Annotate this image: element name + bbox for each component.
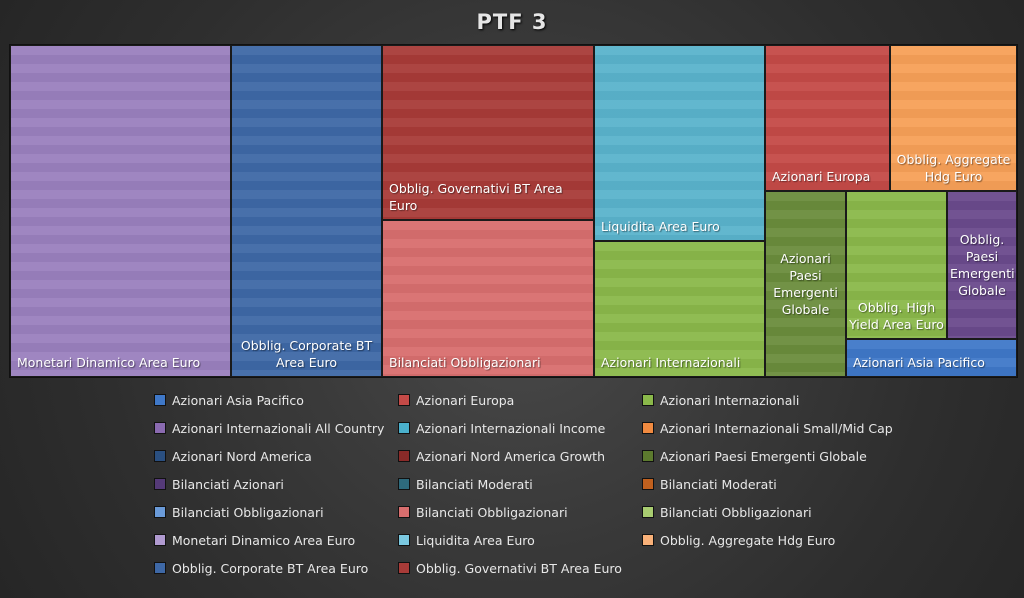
legend-label: Azionari Asia Pacifico	[172, 392, 304, 408]
legend-label: Bilanciati Azionari	[172, 476, 284, 492]
legend-swatch	[154, 534, 166, 546]
legend-swatch	[154, 506, 166, 518]
chart-title: PTF 3	[476, 10, 548, 34]
treemap-tile: Azionari Europa	[765, 45, 890, 191]
legend-swatch	[398, 562, 410, 574]
legend-swatch	[154, 562, 166, 574]
legend-item: Azionari Europa	[398, 392, 514, 408]
treemap-tile: Obblig. Corporate BT Area Euro	[231, 45, 382, 377]
legend-item: Azionari Nord America Growth	[398, 448, 605, 464]
legend-item: Azionari Internazionali All Country	[154, 420, 384, 436]
legend-swatch	[642, 506, 654, 518]
legend-item: Azionari Internazionali Income	[398, 420, 605, 436]
treemap-tile: Obblig. Governativi BT Area Euro	[382, 45, 594, 220]
legend-item: Azionari Nord America	[154, 448, 312, 464]
treemap-tile: Azionari Asia Pacifico	[846, 339, 1017, 377]
legend-item: Azionari Asia Pacifico	[154, 392, 304, 408]
legend-label: Bilanciati Moderati	[416, 476, 533, 492]
legend-label: Obblig. Governativi BT Area Euro	[416, 560, 622, 576]
treemap-tile: Obblig. Paesi Emergenti Globale	[947, 191, 1017, 339]
treemap-tile-label: Obblig. High Yield Area Euro	[849, 300, 944, 332]
treemap-tile-label: Obblig. Paesi Emergenti Globale	[950, 232, 1015, 298]
legend-item: Liquidita Area Euro	[398, 532, 535, 548]
legend: Azionari Asia Pacifico Azionari Europa Azi…	[154, 392, 914, 588]
treemap-tile-label: Obblig. Corporate BT Area Euro	[240, 338, 373, 370]
legend-item: Obblig. Governativi BT Area Euro	[398, 560, 622, 576]
legend-label: Azionari Europa	[416, 392, 515, 408]
legend-item: Bilanciati Obbligazionari	[398, 504, 568, 520]
legend-swatch	[642, 422, 654, 434]
treemap: Monetari Dinamico Area Euro Obblig. Corpo…	[9, 44, 1018, 378]
legend-item: Azionari Internazionali Small/Mid Cap	[642, 420, 893, 436]
legend-swatch	[398, 506, 410, 518]
legend-label: Bilanciati Moderati	[660, 476, 777, 492]
legend-item: Obblig. Corporate BT Area Euro	[154, 560, 368, 576]
legend-item: Bilanciati Obbligazionari	[642, 504, 812, 520]
legend-swatch	[642, 394, 654, 406]
treemap-tile-label: Azionari Asia Pacifico	[853, 355, 985, 370]
legend-label: Azionari Internazionali	[660, 392, 800, 408]
legend-label: Bilanciati Obbligazionari	[416, 504, 568, 520]
treemap-tile-label: Azionari Europa	[772, 169, 871, 184]
treemap-tile: Azionari Internazionali	[594, 241, 765, 377]
legend-swatch	[398, 478, 410, 490]
legend-label: Obblig. Aggregate Hdg Euro	[660, 532, 836, 548]
legend-swatch	[154, 422, 166, 434]
treemap-tile-label: Bilanciati Obbligazionari	[389, 355, 541, 370]
legend-label: Azionari Internazionali All Country	[172, 420, 385, 436]
legend-label: Liquidita Area Euro	[416, 532, 535, 548]
legend-swatch	[642, 450, 654, 462]
legend-label: Azionari Nord America	[172, 448, 312, 464]
treemap-tile-label: Liquidita Area Euro	[601, 219, 720, 234]
legend-swatch	[398, 394, 410, 406]
treemap-tile: Liquidita Area Euro	[594, 45, 765, 241]
legend-label: Azionari Internazionali Small/Mid Cap	[660, 420, 893, 436]
treemap-tile: Obblig. High Yield Area Euro	[846, 191, 947, 339]
legend-label: Obblig. Corporate BT Area Euro	[172, 560, 369, 576]
legend-swatch	[642, 534, 654, 546]
legend-label: Azionari Paesi Emergenti Globale	[660, 448, 867, 464]
legend-item: Bilanciati Moderati	[398, 476, 533, 492]
legend-item: Obblig. Aggregate Hdg Euro	[642, 532, 835, 548]
legend-label: Azionari Nord America Growth	[416, 448, 606, 464]
treemap-tile-label: Azionari Internazionali	[601, 355, 741, 370]
legend-item: Bilanciati Azionari	[154, 476, 284, 492]
legend-swatch	[642, 478, 654, 490]
legend-swatch	[154, 450, 166, 462]
legend-item: Bilanciati Moderati	[642, 476, 777, 492]
legend-swatch	[154, 394, 166, 406]
legend-swatch	[398, 534, 410, 546]
legend-item: Monetari Dinamico Area Euro	[154, 532, 355, 548]
treemap-tile-label: Obblig. Governativi BT Area Euro	[389, 181, 563, 213]
legend-swatch	[398, 422, 410, 434]
legend-label: Azionari Internazionali Income	[416, 420, 606, 436]
treemap-tile: Monetari Dinamico Area Euro	[10, 45, 231, 377]
legend-label: Monetari Dinamico Area Euro	[172, 532, 356, 548]
legend-item: Azionari Paesi Emergenti Globale	[642, 448, 867, 464]
legend-label: Bilanciati Obbligazionari	[172, 504, 324, 520]
legend-swatch	[398, 450, 410, 462]
legend-swatch	[154, 478, 166, 490]
treemap-tile-label: Azionari Paesi Emergenti Globale	[773, 251, 838, 317]
treemap-tile-label: Monetari Dinamico Area Euro	[17, 355, 201, 370]
treemap-tile: Azionari Paesi Emergenti Globale	[765, 191, 846, 377]
treemap-tile-label: Obblig. Aggregate Hdg Euro	[896, 152, 1011, 184]
legend-label: Bilanciati Obbligazionari	[660, 504, 812, 520]
treemap-tile: Obblig. Aggregate Hdg Euro	[890, 45, 1017, 191]
treemap-tile: Bilanciati Obbligazionari	[382, 220, 594, 377]
legend-item: Azionari Internazionali	[642, 392, 799, 408]
legend-item: Bilanciati Obbligazionari	[154, 504, 324, 520]
